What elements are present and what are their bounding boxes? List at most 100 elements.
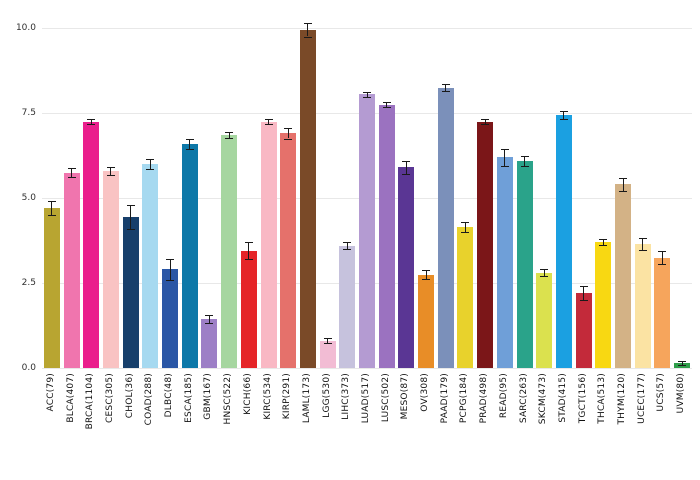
error-bar	[228, 132, 230, 138]
error-bar-cap	[638, 250, 647, 252]
bar	[102, 170, 119, 368]
error-bar	[189, 138, 191, 149]
error-bar	[464, 221, 466, 232]
error-bar-cap	[481, 124, 490, 126]
x-axis-label: DLBC(48)	[164, 373, 175, 418]
error-bar-cap	[126, 228, 135, 230]
x-axis-label: PAAD(179)	[439, 373, 450, 424]
error-bar	[268, 118, 269, 125]
error-bar-cap	[422, 278, 431, 280]
error-bar-cap	[579, 300, 588, 301]
x-axis-label: LAML(173)	[301, 373, 312, 424]
bar	[654, 257, 671, 368]
x-axis-label: CESC(305)	[104, 373, 115, 423]
error-bar-cap	[343, 242, 352, 244]
error-bar	[327, 338, 329, 344]
error-bar-cap	[638, 237, 647, 239]
error-bar-cap	[481, 118, 490, 120]
error-bar-cap	[87, 119, 96, 121]
y-axis-tick-label: 10.0	[15, 23, 36, 33]
y-axis-tick-label: 0.0	[21, 363, 36, 373]
bar	[299, 29, 316, 368]
error-bar-cap	[382, 107, 391, 109]
error-bar	[484, 118, 486, 125]
error-bar	[563, 110, 565, 119]
x-axis-label: KIRC(534)	[262, 373, 273, 420]
error-bar-cap	[619, 190, 628, 192]
bar	[457, 226, 474, 368]
x-axis-label: ESCA(185)	[183, 373, 194, 423]
error-bar-cap	[402, 160, 411, 162]
x-axis-label: HNSC(522)	[223, 373, 234, 425]
bar	[260, 121, 277, 368]
error-bar	[346, 242, 348, 249]
bar	[634, 243, 651, 368]
bar	[516, 160, 533, 368]
error-bar-cap	[441, 90, 450, 92]
bar	[63, 172, 80, 368]
error-bar	[661, 250, 663, 265]
bar	[477, 121, 494, 368]
error-bar-cap	[363, 91, 371, 93]
error-bar	[307, 22, 309, 37]
y-axis-tick-label: 5.0	[21, 193, 36, 203]
error-bar	[130, 204, 132, 229]
y-axis-tick-label: 7.5	[21, 108, 36, 118]
error-bar-cap	[422, 270, 431, 272]
error-bar-cap	[146, 169, 155, 171]
error-bar-cap	[599, 244, 608, 246]
error-bar-cap	[126, 204, 135, 206]
x-axis-label: LGG(530)	[321, 373, 332, 418]
x-axis-label: UVM(80)	[676, 373, 687, 414]
bar	[319, 340, 336, 368]
x-axis-label: GBM(167)	[203, 373, 214, 420]
bar	[437, 87, 454, 368]
error-bar-cap	[323, 338, 332, 340]
x-axis-label: LIHC(373)	[341, 373, 352, 420]
error-bar-cap	[323, 343, 332, 345]
x-axis-label: BLCA(407)	[65, 373, 76, 423]
error-bar-cap	[500, 165, 509, 167]
x-axis-label: THYM(120)	[617, 373, 628, 425]
gridline	[42, 368, 692, 369]
error-bar-cap	[500, 148, 509, 150]
error-bar-cap	[540, 276, 549, 278]
gridline	[42, 28, 692, 29]
error-bar	[504, 148, 506, 166]
bar	[339, 245, 356, 368]
error-bar-cap	[67, 168, 76, 170]
error-bar-cap	[244, 259, 253, 261]
error-bar-cap	[520, 165, 529, 167]
x-axis-label: UCS(57)	[656, 373, 667, 412]
x-axis-label: MESO(87)	[400, 373, 411, 420]
bar	[181, 143, 198, 368]
bar	[418, 274, 435, 368]
x-axis-label: SKCM(473)	[538, 373, 549, 425]
error-bar-cap	[382, 101, 391, 103]
error-bar-cap	[619, 178, 628, 180]
error-bar-cap	[303, 36, 312, 38]
error-bar-cap	[264, 124, 273, 126]
error-bar	[149, 158, 151, 170]
error-bar	[110, 166, 112, 175]
error-bar	[169, 259, 171, 280]
error-bar	[287, 128, 289, 139]
error-bar	[51, 201, 53, 215]
error-bar-cap	[284, 138, 293, 140]
error-bar-cap	[225, 137, 234, 139]
error-bar	[602, 239, 604, 245]
error-bar-cap	[185, 148, 194, 150]
x-axis-label: KIRP(291)	[282, 373, 293, 420]
x-axis-label: BRCA(1104)	[85, 373, 96, 430]
error-bar	[445, 84, 447, 91]
error-bar-cap	[146, 158, 155, 160]
bar	[595, 242, 612, 368]
x-axis-label: KICH(66)	[242, 373, 253, 415]
x-axis-label: PRAD(498)	[479, 373, 490, 424]
bar	[378, 104, 395, 368]
error-bar-cap	[658, 264, 667, 266]
error-bar-cap	[47, 201, 56, 203]
error-bar-cap	[343, 249, 352, 250]
error-bar-cap	[363, 97, 371, 99]
error-bar	[642, 237, 644, 250]
